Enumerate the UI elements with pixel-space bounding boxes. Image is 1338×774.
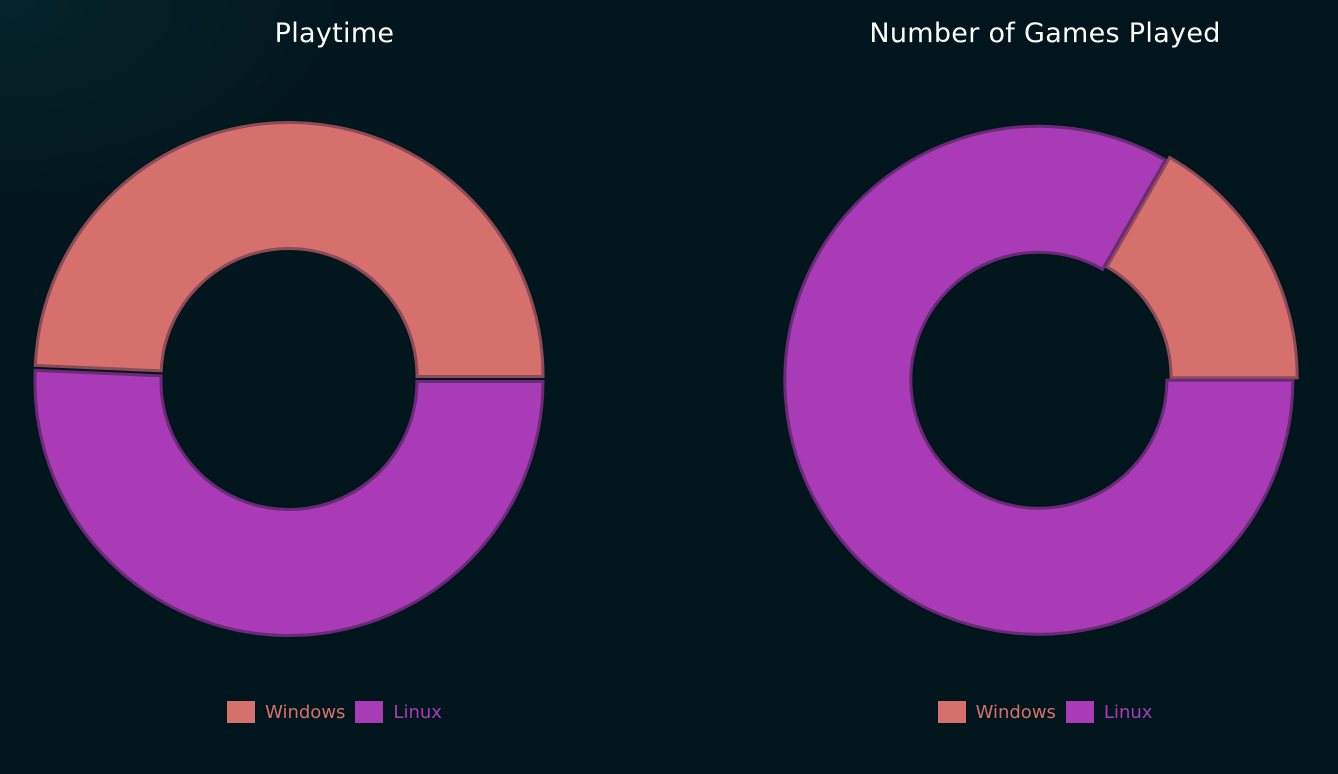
games-played-donut-chart <box>783 124 1299 636</box>
legend-swatch-linux <box>1065 701 1094 723</box>
donut-slice-group <box>33 121 545 379</box>
donut-slice-linux[interactable] <box>33 368 545 637</box>
donut-slice-linux[interactable] <box>783 124 1295 636</box>
legend-item-linux[interactable]: Linux <box>1065 701 1153 723</box>
legend-item-windows[interactable]: Windows <box>937 701 1056 723</box>
legend-label: Windows <box>975 701 1056 723</box>
legend-item-windows[interactable]: Windows <box>227 701 345 723</box>
legend-label: Windows <box>265 701 346 723</box>
chart-legend: Windows Linux <box>0 701 669 723</box>
chart-title: Number of Games Played <box>869 18 1221 49</box>
chart-title: Playtime <box>274 18 395 49</box>
donut-slice-group <box>33 368 545 637</box>
legend-label: Linux <box>393 701 442 723</box>
playtime-donut-chart <box>33 121 545 637</box>
donut-slice-group <box>783 124 1295 636</box>
legend-swatch-linux <box>355 701 384 723</box>
legend-swatch-windows <box>937 701 966 723</box>
playtime-chart-panel: Playtime Windows Linux <box>0 18 669 723</box>
games-played-chart-panel: Number of Games Played Windows Linux <box>752 0 1338 774</box>
legend-swatch-windows <box>227 701 256 723</box>
legend-item-linux[interactable]: Linux <box>355 701 442 723</box>
chart-legend: Windows Linux <box>752 701 1338 723</box>
donut-slice-windows[interactable] <box>1104 155 1299 380</box>
donut-slice-windows[interactable] <box>33 121 545 379</box>
donut-slice-group <box>1104 155 1299 380</box>
legend-label: Linux <box>1103 701 1153 723</box>
